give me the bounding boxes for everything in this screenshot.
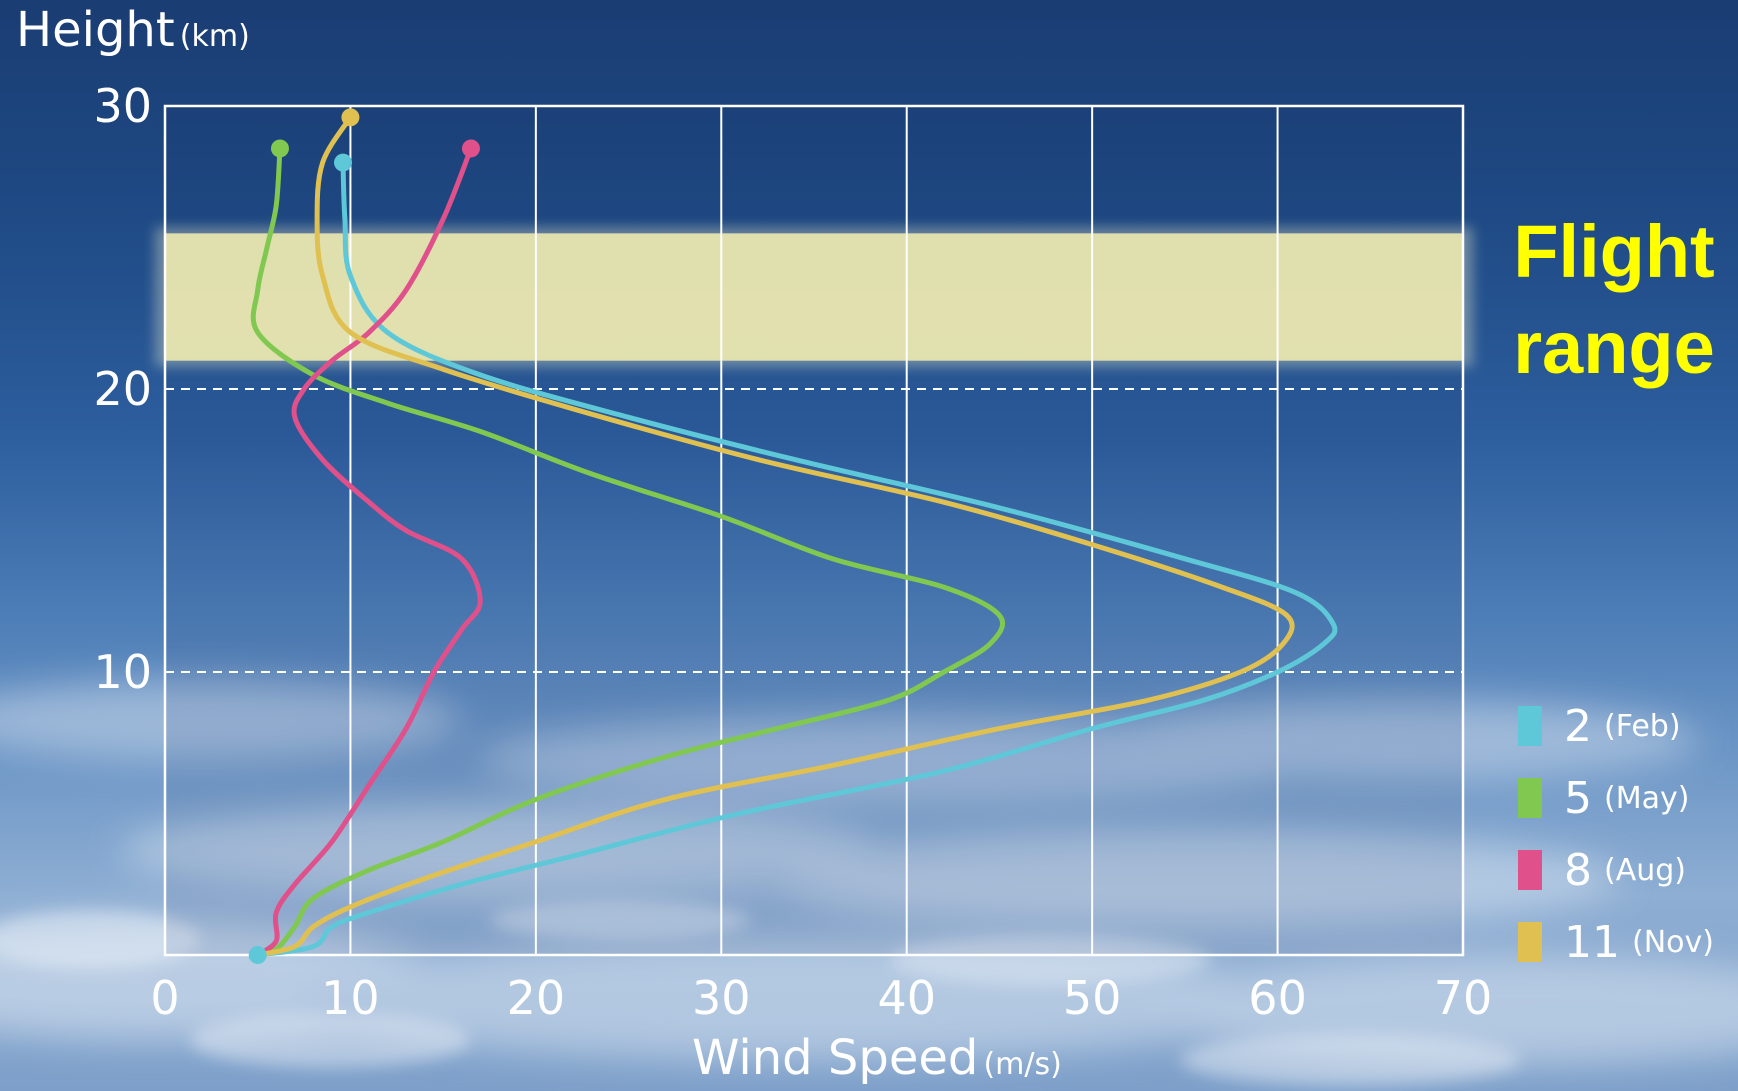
plot-frame (163, 104, 1465, 957)
series-aug (255, 139, 483, 958)
legend-swatch-nov (1518, 922, 1542, 962)
x-tick-label-60: 60 (1248, 971, 1307, 1025)
legend-item-feb: 2 (Feb) (1518, 690, 1714, 762)
legend-item-nov: 11 (Nov) (1518, 906, 1714, 978)
series-may (250, 139, 1006, 958)
x-tick-label-10: 10 (321, 971, 380, 1025)
y-tick-label-10: 10 (93, 645, 152, 699)
series-end-marker-may (270, 139, 289, 158)
legend-number-nov: 11 (1564, 916, 1620, 968)
series-line-aug (255, 146, 483, 958)
x-tick-label-30: 30 (692, 971, 751, 1025)
x-tick-label-50: 50 (1063, 971, 1122, 1025)
series-end-marker-feb (334, 153, 353, 172)
y-tick-label-20: 20 (93, 362, 152, 416)
series-end-marker-aug (461, 139, 480, 158)
x-axis-title: Wind Speed (m/s) (692, 1030, 1062, 1086)
x-tick-label-40: 40 (877, 971, 936, 1025)
legend-swatch-feb (1518, 706, 1542, 746)
x-tick-label-20: 20 (507, 971, 566, 1025)
flight-range-label-line2: range (1513, 306, 1715, 389)
y-axis-label: Height (16, 2, 175, 58)
legend-number-may: 5 (1564, 772, 1592, 824)
flight-range-label-line1: Flight (1513, 210, 1715, 293)
x-tick-label-70: 70 (1434, 971, 1493, 1025)
series-line-may (250, 146, 1006, 958)
x-axis-unit: (m/s) (983, 1047, 1062, 1082)
x-tick-label-0: 0 (150, 971, 179, 1025)
x-axis-label: Wind Speed (692, 1030, 979, 1086)
y-axis-unit: (km) (179, 19, 250, 54)
legend-item-aug: 8 (Aug) (1518, 834, 1714, 906)
legend-number-aug: 8 (1564, 844, 1592, 896)
legend-item-may: 5 (May) (1518, 762, 1714, 834)
series-line-nov (255, 114, 1295, 958)
y-tick-label-30: 30 (93, 79, 152, 133)
series-line-feb (255, 160, 1338, 958)
legend-swatch-may (1518, 778, 1542, 818)
legend-month-aug: (Aug) (1604, 852, 1686, 888)
series-feb (255, 153, 1338, 958)
flight-range-band (165, 233, 1463, 361)
legend-month-nov: (Nov) (1632, 924, 1714, 960)
legend: 2 (Feb) 5 (May) 8 (Aug) 11 (Nov) (1518, 690, 1714, 978)
y-axis-title: Height (km) (16, 2, 250, 58)
series-nov (255, 108, 1295, 958)
flight-range-label: Flight range (1494, 204, 1734, 396)
legend-swatch-aug (1518, 850, 1542, 890)
series-end-marker-nov (341, 108, 360, 127)
legend-month-feb: (Feb) (1604, 708, 1681, 744)
legend-number-feb: 2 (1564, 700, 1592, 752)
legend-month-may: (May) (1604, 780, 1690, 816)
series-start-marker (248, 946, 267, 964)
